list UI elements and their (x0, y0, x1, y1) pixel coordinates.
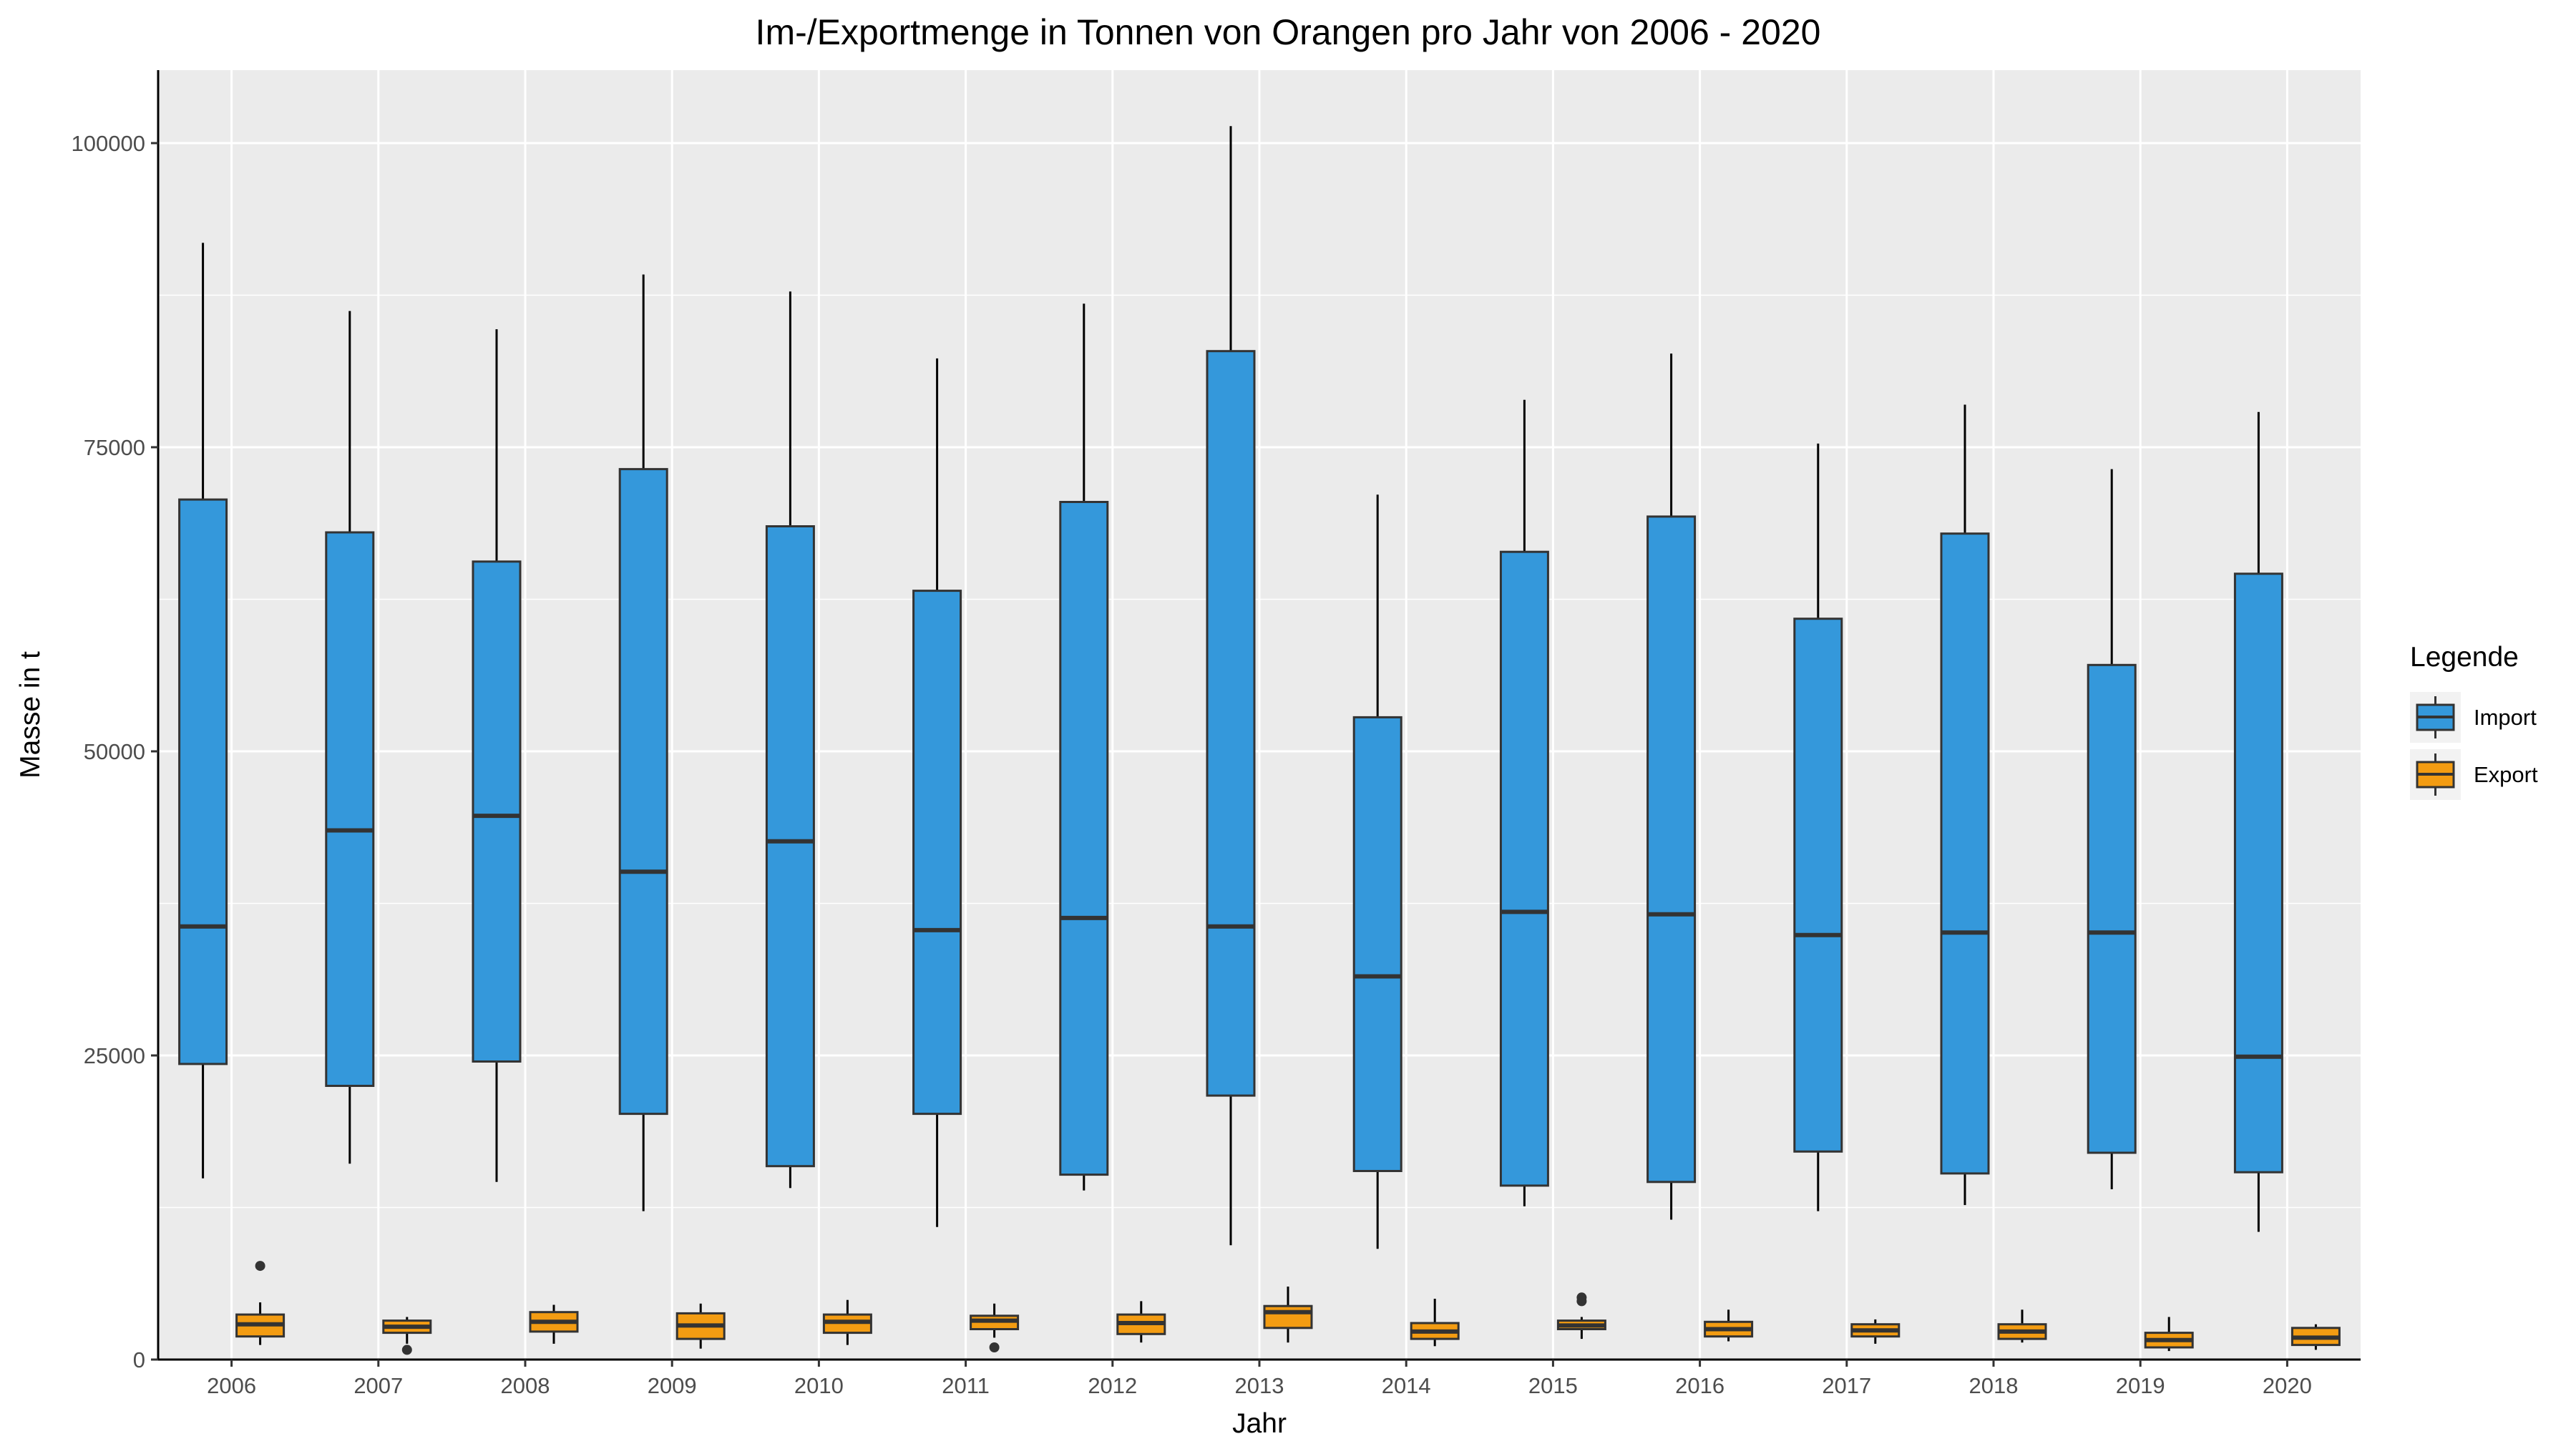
box-iqr (1352, 716, 1402, 1172)
box-iqr (1499, 550, 1549, 1187)
box-import-2012 (1059, 303, 1109, 1191)
box-export-2017 (1850, 1319, 1901, 1344)
x-tick-label: 2014 (1382, 1373, 1431, 1398)
box-iqr (1059, 501, 1109, 1176)
box-export-2016 (1704, 1309, 1754, 1342)
box-export-2006 (235, 1261, 286, 1345)
box-export-2014 (1410, 1299, 1460, 1347)
x-tick-label: 2017 (1822, 1373, 1871, 1398)
x-tick-label: 2020 (2263, 1373, 2312, 1398)
box-iqr (2087, 663, 2137, 1154)
outlier-point (401, 1345, 412, 1355)
box-import-2020 (2233, 411, 2283, 1232)
x-tick-label: 2010 (794, 1373, 844, 1398)
legend-item-import: Import (2410, 692, 2537, 743)
x-tick-label: 2016 (1675, 1373, 1724, 1398)
box-import-2010 (765, 291, 815, 1189)
box-export-2020 (2290, 1324, 2341, 1350)
outlier-point (255, 1261, 265, 1272)
x-tick-label: 2018 (1969, 1373, 2019, 1398)
box-export-2013 (1263, 1287, 1313, 1343)
box-iqr (178, 498, 228, 1065)
box-import-2015 (1499, 399, 1549, 1206)
x-tick-label: 2015 (1528, 1373, 1578, 1398)
x-axis-ticks: 2006 2007 2008 2009 2010 2011 2012 2013 2014 2015… (207, 1360, 2312, 1398)
x-tick-label: 2007 (353, 1373, 403, 1398)
legend-label: Import (2474, 705, 2537, 730)
box-import-2017 (1793, 443, 1843, 1211)
box-iqr (1263, 1304, 1313, 1330)
y-tick-label: 50000 (84, 739, 145, 764)
x-tick-label: 2008 (501, 1373, 550, 1398)
box-import-2013 (1206, 126, 1256, 1246)
box-import-2011 (912, 358, 962, 1227)
box-export-2007 (382, 1317, 432, 1355)
y-tick-label: 75000 (84, 435, 145, 460)
x-axis-title: Jahr (1232, 1408, 1287, 1439)
box-import-2014 (1352, 494, 1402, 1249)
y-axis-title: Masse in t (15, 651, 46, 779)
box-export-2012 (1116, 1301, 1166, 1343)
box-export-2019 (2144, 1317, 2194, 1352)
x-tick-label: 2011 (942, 1373, 990, 1398)
y-tick-label: 0 (133, 1347, 145, 1372)
box-export-2009 (675, 1303, 726, 1349)
x-tick-label: 2012 (1088, 1373, 1137, 1398)
box-iqr (765, 525, 815, 1168)
box-import-2018 (1940, 404, 1990, 1206)
box-iqr (1646, 515, 1697, 1184)
y-tick-label: 25000 (84, 1043, 145, 1068)
box-iqr (912, 590, 962, 1116)
box-iqr (1206, 350, 1256, 1097)
legend: Legende Import Export (2410, 642, 2538, 800)
box-import-2007 (325, 311, 375, 1164)
grid-major (158, 70, 2361, 1361)
y-tick-label: 100000 (72, 131, 145, 156)
y-axis-ticks: 0 25000 50000 75000 100000 (72, 131, 158, 1372)
boxes (178, 126, 2341, 1355)
box-import-2006 (178, 243, 228, 1179)
box-iqr (618, 468, 668, 1116)
box-import-2009 (618, 274, 668, 1211)
x-tick-label: 2019 (2116, 1373, 2165, 1398)
box-export-2008 (529, 1304, 579, 1344)
x-tick-label: 2006 (207, 1373, 256, 1398)
legend-title: Legende (2410, 642, 2519, 673)
box-import-2019 (2087, 469, 2137, 1189)
box-iqr (1793, 618, 1843, 1153)
box-export-2010 (822, 1299, 872, 1345)
box-import-2016 (1646, 353, 1697, 1220)
chart-title: Im-/Exportmenge in Tonnen von Orangen pr… (756, 12, 1821, 52)
box-iqr (325, 531, 375, 1087)
legend-label: Export (2474, 762, 2538, 787)
box-iqr (1940, 532, 1990, 1175)
box-export-2018 (1997, 1309, 2047, 1343)
box-iqr (472, 560, 522, 1063)
box-export-2011 (970, 1303, 1020, 1352)
box-import-2008 (472, 329, 522, 1182)
outlier-point (989, 1342, 1000, 1352)
legend-item-export: Export (2410, 749, 2538, 800)
box-iqr (2233, 572, 2283, 1174)
box-export-2015 (1556, 1292, 1606, 1340)
x-tick-label: 2009 (648, 1373, 697, 1398)
x-tick-label: 2013 (1235, 1373, 1284, 1398)
outlier-point (1576, 1292, 1587, 1303)
